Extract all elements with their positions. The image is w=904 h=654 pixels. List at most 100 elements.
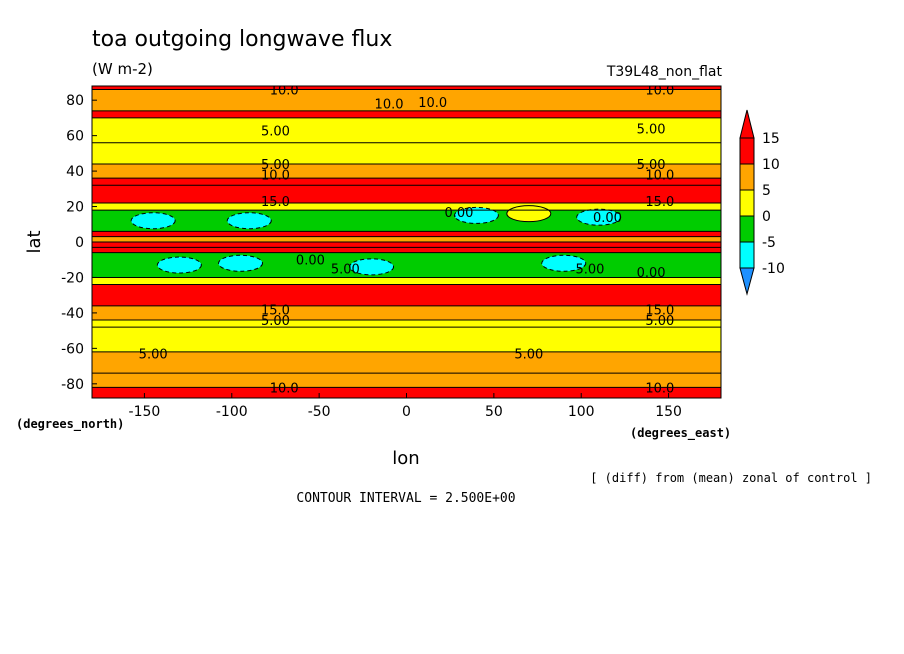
zonal-band-2	[92, 110, 721, 118]
colorbar-box-4	[739, 241, 755, 269]
y-axis-ticks: -80 -60 -40 -20 0 20 40 60 80	[61, 93, 97, 393]
contour-label-5: 5.00	[637, 123, 666, 138]
zonal-bands	[92, 86, 721, 398]
minimum-patch-2	[453, 206, 499, 224]
contour-label-4: 5.00	[261, 124, 290, 139]
zonal-band-5	[92, 164, 721, 179]
y-unit-label: (degrees_north)	[16, 417, 124, 432]
contour-label-14: 0.00	[296, 254, 325, 269]
contour-label-20: 5.00	[261, 314, 290, 329]
x-tick-label-4: 50	[485, 404, 503, 420]
zonal-band-9	[92, 210, 721, 232]
y-tick-label-3: -20	[61, 270, 84, 286]
zonal-band-3	[92, 117, 721, 143]
contour-label-13: 0.00	[593, 211, 622, 226]
minimum-patch-3	[576, 208, 622, 226]
zonal-band-21	[92, 373, 721, 388]
y-tick-label-1: -60	[61, 341, 84, 357]
x-tick-label-3: 0	[402, 404, 411, 420]
contour-label-15: 5.00	[331, 263, 360, 278]
x-unit-label: (degrees_east)	[630, 426, 731, 441]
y-tick-label-2: -40	[61, 306, 84, 322]
colorbar-label-3: 0	[762, 209, 771, 225]
zonal-band-10	[92, 231, 721, 237]
y-tick-label-6: 40	[66, 164, 84, 180]
minimum-patch-8	[506, 205, 552, 223]
y-tick-label-7: 60	[66, 129, 84, 145]
x-tick-label-5: 100	[568, 404, 595, 420]
y-axis-label: lat	[24, 230, 45, 253]
minimum-patch-7	[349, 258, 395, 276]
contour-label-19: 15.0	[645, 303, 674, 318]
zonal-band-12	[92, 242, 721, 248]
colorbar-label-0: 15	[762, 131, 780, 147]
zonal-band-22	[92, 387, 721, 398]
zonal-band-16	[92, 284, 721, 306]
zonal-band-6	[92, 178, 721, 186]
colorbar-label-4: -5	[762, 235, 776, 251]
y-tick-label-8: 80	[66, 93, 84, 109]
zonal-band-17	[92, 305, 721, 320]
zonal-band-20	[92, 351, 721, 374]
zonal-band-19	[92, 327, 721, 352]
minimum-patch-0	[130, 212, 176, 230]
zonal-band-8	[92, 203, 721, 211]
x-tick-label-2: -50	[308, 404, 331, 420]
contour-label-17: 0.00	[637, 266, 666, 281]
colorbar-label-1: 10	[762, 157, 780, 173]
contour-label-12: 0.00	[444, 206, 473, 221]
colorbar-label-2: 5	[762, 183, 771, 199]
contour-label-6: 5.00	[261, 158, 290, 173]
x-tick-label-0: -150	[129, 404, 161, 420]
x-axis-label: lon	[392, 448, 419, 469]
zonal-band-15	[92, 277, 721, 285]
units-label: (W m-2)	[92, 60, 153, 78]
contour-label-23: 5.00	[514, 348, 543, 363]
minimum-patch-4	[156, 256, 202, 274]
colorbar-box-2	[739, 189, 755, 217]
contour-label-1: 10.0	[645, 84, 674, 99]
contour-label-10: 15.0	[261, 195, 290, 210]
comparison-note: [ (diff) from (mean) zonal of control ]	[590, 471, 872, 485]
colorbar-top-arrow	[739, 109, 755, 139]
minimum-patch-1	[226, 212, 272, 230]
minimum-patch-6	[541, 254, 587, 272]
colorbar-box-1	[739, 163, 755, 191]
x-tick-label-1: -100	[216, 404, 248, 420]
contour-label-9: 10.0	[645, 169, 674, 184]
zonal-band-11	[92, 236, 721, 242]
run-label: T39L48_non_flat	[606, 64, 723, 80]
y-tick-label-4: 0	[75, 235, 84, 251]
y-tick-label-5: 20	[66, 200, 84, 216]
minimum-patch-5	[218, 254, 264, 272]
zonal-band-0	[92, 86, 721, 90]
zonal-band-4	[92, 142, 721, 164]
contour-label-3: 10.0	[418, 96, 447, 111]
x-axis-ticks: -150 -100 -50 0 50 100 150	[129, 393, 682, 420]
colorbar: 15 10 5 0 -5 -10	[739, 109, 785, 296]
contour-label-11: 15.0	[645, 195, 674, 210]
zonal-band-1	[92, 89, 721, 111]
colorbar-label-5: -10	[762, 261, 785, 277]
contour-label-21: 5.00	[645, 314, 674, 329]
colorbar-bottom-arrow	[739, 267, 755, 296]
contour-label-16: 5.00	[575, 263, 604, 278]
contour-label-25: 10.0	[645, 381, 674, 396]
contour-label-7: 5.00	[637, 158, 666, 173]
chart-title: toa outgoing longwave flux	[92, 27, 392, 52]
contour-label-8: 10.0	[261, 169, 290, 184]
colorbar-box-0	[739, 137, 755, 165]
contour-label-2: 10.0	[375, 98, 404, 113]
zonal-band-7	[92, 185, 721, 203]
contour-label-0: 10.0	[270, 84, 299, 99]
colorbar-box-3	[739, 215, 755, 243]
contour-label-18: 15.0	[261, 303, 290, 318]
contour-label-24: 10.0	[270, 381, 299, 396]
contour-label-22: 5.00	[139, 348, 168, 363]
x-tick-label-6: 150	[655, 404, 682, 420]
y-tick-label-0: -80	[61, 377, 84, 393]
contour-interval: CONTOUR INTERVAL = 2.500E+00	[296, 491, 515, 506]
